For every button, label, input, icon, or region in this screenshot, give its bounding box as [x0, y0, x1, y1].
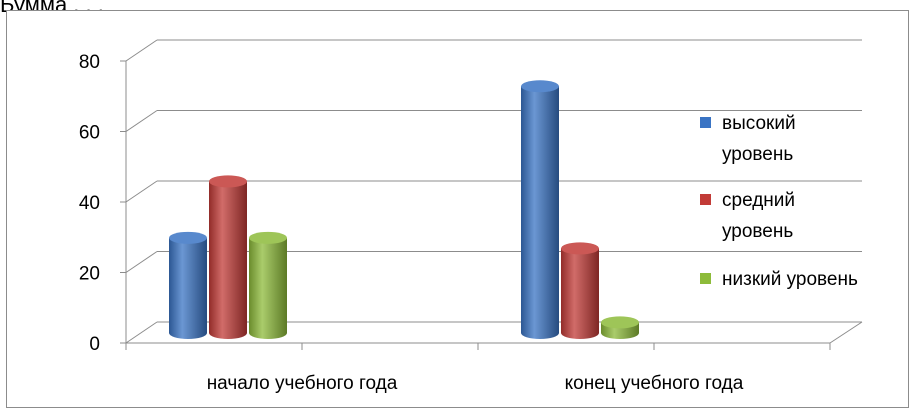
x-category-label: конец учебного года — [565, 373, 744, 394]
legend-swatch — [700, 194, 711, 205]
y-tick-label: 40 — [79, 193, 100, 214]
axis-labels: 0 20 40 60 80 начало учебного года конец учебн… — [79, 52, 744, 394]
legend-item: низкий уровень — [700, 269, 858, 290]
axes — [120, 60, 863, 350]
legend: высокий уровень средний уровень низкий урове… — [700, 113, 858, 290]
legend-label: уровень — [722, 144, 793, 165]
gridline-side-2 — [125, 180, 158, 203]
legend-label: низкий уровень — [722, 269, 858, 290]
legend-item: высокий уровень — [700, 113, 796, 165]
gridline-side-1 — [125, 251, 158, 273]
floor-right-edge — [829, 321, 863, 344]
bar-0-1 — [209, 175, 247, 339]
bars — [169, 80, 639, 339]
legend-label: средний — [722, 190, 795, 211]
bar-0-2 — [249, 231, 287, 339]
x-category-label: начало учебного года — [207, 373, 398, 394]
gridline-side-0 — [125, 321, 158, 344]
bar-0-0 — [169, 231, 207, 339]
legend-swatch — [700, 117, 711, 128]
y-tick-label: 80 — [79, 52, 100, 73]
chart-frame — [6, 10, 909, 408]
bar-1-0 — [521, 80, 559, 339]
bar-1-2 — [601, 316, 639, 339]
legend-label: высокий — [722, 113, 796, 134]
gridline-side-3 — [125, 110, 158, 132]
y-tick-label: 20 — [79, 264, 100, 285]
legend-swatch — [700, 273, 711, 284]
legend-label: уровень — [722, 221, 793, 242]
gridlines — [125, 39, 862, 344]
bar-1-1 — [561, 242, 599, 339]
y-tick-label: 0 — [89, 334, 100, 355]
legend-item: средний уровень — [700, 190, 795, 242]
gridline-side-4 — [125, 39, 158, 62]
y-tick-label: 60 — [79, 123, 100, 144]
